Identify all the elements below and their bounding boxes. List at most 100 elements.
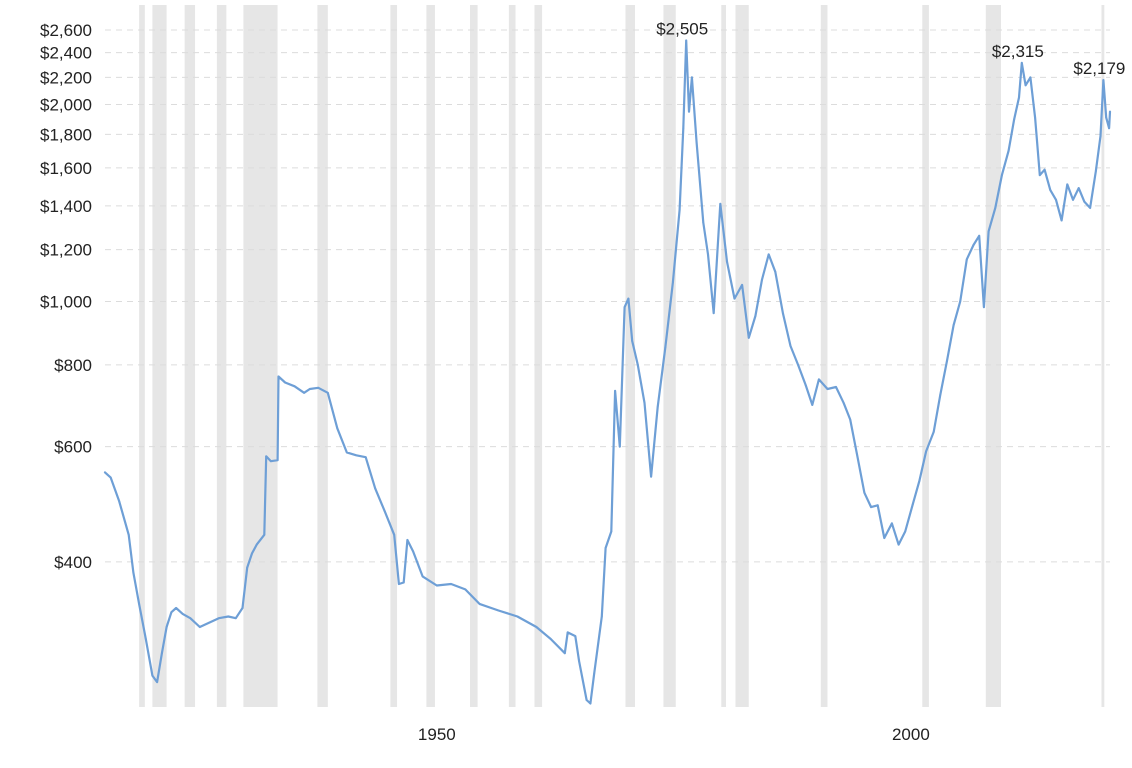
- data-point: [326, 391, 329, 394]
- data-point: [497, 609, 500, 612]
- data-point: [317, 386, 320, 389]
- data-point: [911, 503, 914, 506]
- data-point: [946, 360, 948, 363]
- y-tick-label: $1,600: [40, 159, 92, 178]
- data-point: [678, 209, 681, 211]
- data-point: [1060, 219, 1063, 222]
- data-point: [826, 388, 829, 390]
- data-point: [965, 258, 968, 261]
- data-point: [241, 607, 244, 609]
- recession-band-4: [243, 5, 278, 707]
- data-point: [849, 418, 852, 421]
- y-tick-label: $400: [54, 553, 92, 572]
- data-point: [747, 336, 750, 339]
- data-point: [516, 615, 519, 618]
- data-point: [983, 306, 985, 309]
- data-point: [1013, 118, 1016, 120]
- data-point: [918, 479, 921, 482]
- data-point: [932, 430, 935, 433]
- recession-band-9: [508, 5, 516, 707]
- data-point: [672, 281, 674, 284]
- data-point: [1077, 187, 1080, 190]
- data-point: [741, 284, 744, 286]
- data-point: [435, 584, 438, 587]
- data-point: [104, 471, 106, 474]
- recession-band-5: [317, 5, 328, 707]
- data-point: [585, 699, 588, 701]
- recession-band-0: [139, 5, 145, 707]
- recession-band-13: [721, 5, 727, 707]
- price-series: [103, 39, 1112, 705]
- data-point: [1024, 84, 1027, 87]
- data-point: [707, 253, 709, 256]
- data-point: [563, 652, 566, 655]
- data-point: [702, 221, 705, 224]
- recession-band-11: [625, 5, 635, 707]
- data-point: [939, 393, 942, 396]
- recession-band-15: [820, 5, 828, 707]
- data-point: [959, 300, 962, 303]
- data-point: [994, 206, 997, 209]
- recession-band-14: [735, 5, 749, 707]
- data-point: [132, 571, 135, 574]
- data-point: [818, 378, 820, 381]
- data-point: [412, 550, 415, 553]
- recession-band-16: [922, 5, 929, 707]
- data-point: [345, 451, 348, 454]
- data-point: [118, 500, 121, 503]
- data-point: [695, 141, 698, 144]
- data-point: [978, 234, 981, 237]
- data-point: [398, 583, 400, 585]
- data-point: [566, 631, 569, 634]
- data-point: [1089, 206, 1091, 209]
- data-point: [987, 230, 990, 233]
- data-point: [402, 581, 405, 584]
- y-tick-label: $1,000: [40, 292, 92, 311]
- data-point: [255, 543, 258, 546]
- data-point: [156, 681, 159, 683]
- data-point: [842, 401, 845, 404]
- y-tick-label: $800: [54, 356, 92, 375]
- data-point: [1108, 127, 1110, 130]
- recession-band-17: [985, 5, 1001, 707]
- x-axis-tick-labels: 1950 2000: [418, 725, 930, 744]
- data-point: [303, 391, 306, 394]
- data-point: [952, 324, 955, 327]
- recession-band-3: [216, 5, 227, 707]
- data-point: [1094, 170, 1097, 173]
- data-point: [904, 530, 907, 533]
- y-tick-label: $2,400: [40, 44, 92, 63]
- data-point: [688, 110, 690, 113]
- price-line: [103, 39, 1112, 705]
- data-point: [251, 552, 253, 555]
- data-point: [189, 617, 192, 620]
- peak-label: $2,179: [1073, 59, 1125, 78]
- x-tick-label: 1950: [418, 725, 456, 744]
- data-point: [276, 459, 279, 462]
- data-point: [891, 522, 893, 525]
- peak-label: $2,315: [992, 42, 1044, 61]
- data-point: [1001, 174, 1003, 176]
- data-point: [144, 637, 147, 640]
- data-point: [160, 652, 163, 655]
- data-point: [682, 127, 685, 130]
- data-point: [726, 260, 728, 263]
- data-point: [690, 76, 693, 79]
- horizontal-gridlines: [105, 29, 1110, 563]
- y-tick-label: $1,800: [40, 125, 92, 144]
- recession-band-18: [1101, 5, 1105, 707]
- data-point: [175, 607, 178, 609]
- data-point: [1043, 168, 1046, 171]
- recession-band-10: [534, 5, 543, 707]
- data-point: [1018, 96, 1020, 99]
- data-point: [138, 602, 141, 605]
- y-tick-label: $2,600: [40, 21, 92, 40]
- data-point: [1007, 149, 1010, 152]
- data-point: [293, 385, 296, 388]
- y-tick-label: $600: [54, 438, 92, 457]
- data-point: [549, 637, 552, 640]
- data-point: [208, 621, 211, 624]
- data-point: [464, 588, 467, 591]
- data-point: [604, 547, 607, 549]
